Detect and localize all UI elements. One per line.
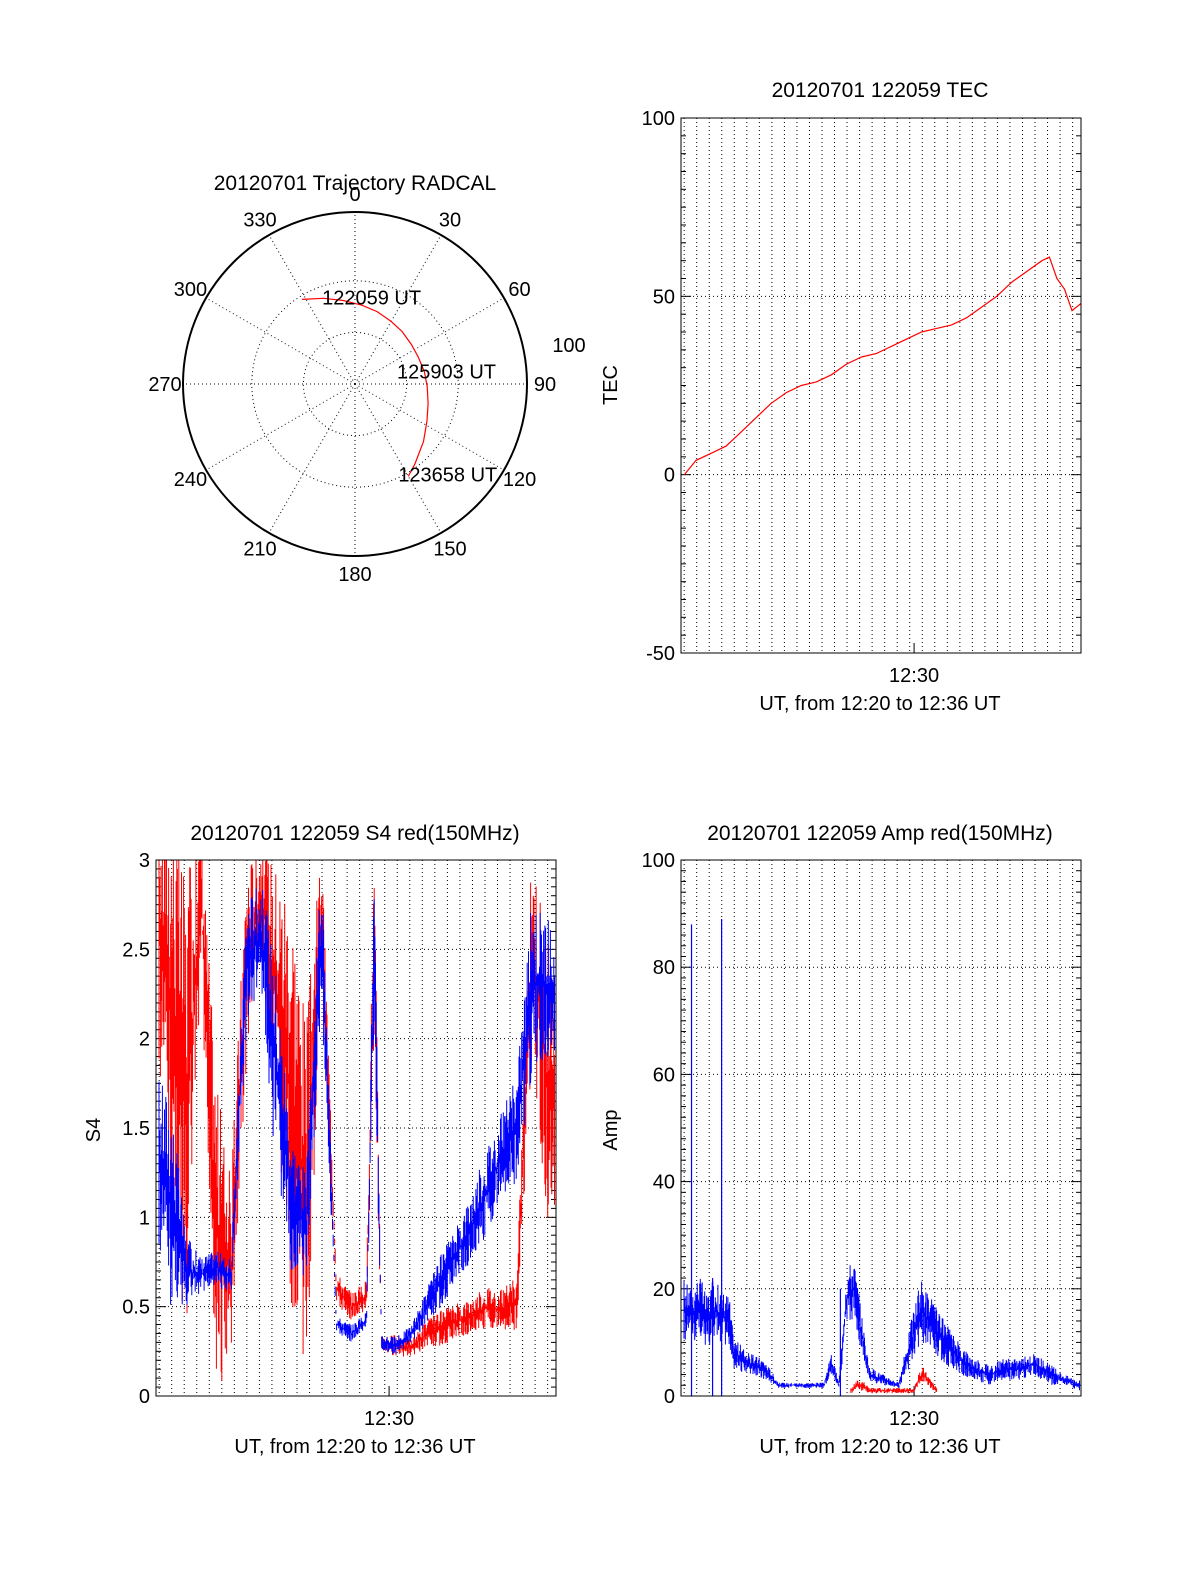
s4-ytick-label: 3 xyxy=(139,850,150,872)
polar-trajectory-panel: 20120701 Trajectory RADCAL 0 30 60 90 120 150… xyxy=(148,172,585,586)
tec-series-line xyxy=(683,256,1082,476)
tec-xlabel: UT, from 12:20 to 12:36 UT xyxy=(759,693,1000,715)
s4-ytick-label: 1.5 xyxy=(122,1118,150,1140)
tec-panel: 20120701 122059 TEC UT, from 12:20 to 12… xyxy=(600,79,1082,715)
polar-spoke xyxy=(268,234,356,385)
tec-ylabel: TEC xyxy=(600,365,622,405)
amp-ytick-label: 80 xyxy=(653,957,675,979)
polar-angle-label: 60 xyxy=(508,279,530,301)
polar-time-annotation: 123658 UT xyxy=(398,464,497,486)
amp-series-blue xyxy=(683,1265,1080,1391)
polar-ring-inner xyxy=(302,331,408,437)
s4-ylabel: S4 xyxy=(83,1118,105,1142)
s4-title: 20120701 122059 S4 red(150MHz) xyxy=(190,822,519,845)
polar-outer-ring xyxy=(182,211,528,557)
tec-ytick-label: -50 xyxy=(646,643,675,665)
polar-spoke xyxy=(205,297,356,385)
amp-ytick-label: 0 xyxy=(664,1386,675,1408)
polar-angle-label: 270 xyxy=(148,374,181,396)
s4-series-blue xyxy=(158,888,555,1354)
polar-angle-label: 180 xyxy=(338,564,371,586)
polar-spoke xyxy=(354,234,442,385)
tec-title: 20120701 122059 TEC xyxy=(772,79,989,102)
s4-plot-frame xyxy=(155,859,557,1397)
polar-angle-label: 240 xyxy=(174,469,207,491)
polar-angle-label: 120 xyxy=(503,469,536,491)
amp-series-red xyxy=(850,1367,938,1394)
tec-ytick-label: 50 xyxy=(653,286,675,308)
polar-angle-label: 30 xyxy=(439,209,461,231)
polar-angle-label: 150 xyxy=(433,539,466,561)
polar-spoke xyxy=(354,383,442,534)
s4-ytick-label: 0.5 xyxy=(122,1297,150,1319)
amp-ytick-label: 40 xyxy=(653,1172,675,1194)
polar-spoke xyxy=(205,383,356,471)
tec-plot-frame xyxy=(680,117,1082,654)
s4-xlabel: UT, from 12:20 to 12:36 UT xyxy=(234,1436,475,1458)
polar-spoke xyxy=(268,383,356,534)
s4-ytick-label: 0 xyxy=(139,1386,150,1408)
polar-title: 20120701 Trajectory RADCAL xyxy=(214,172,497,195)
polar-angle-label: 210 xyxy=(243,539,276,561)
amp-panel: 20120701 122059 Amp red(150MHz) UT, from… xyxy=(600,822,1082,1458)
polar-trajectory-line xyxy=(302,297,429,477)
amp-plot-frame xyxy=(680,859,1082,1397)
s4-ytick-label: 2.5 xyxy=(122,939,150,961)
polar-ring-mid xyxy=(251,280,459,488)
s4-ytick-label: 1 xyxy=(139,1207,150,1229)
tec-ytick-label: 0 xyxy=(664,465,675,487)
tec-ytick-label: 100 xyxy=(642,108,675,130)
polar-angle-label: 330 xyxy=(243,209,276,231)
polar-ring-label: 100 xyxy=(552,335,585,357)
s4-series-red xyxy=(158,860,555,1381)
amp-ytick-label: 60 xyxy=(653,1064,675,1086)
s4-xtick-label: 12:30 xyxy=(364,1408,414,1430)
amp-ylabel: Amp xyxy=(600,1109,622,1150)
s4-panel: 20120701 122059 S4 red(150MHz) UT, from … xyxy=(83,822,557,1458)
polar-angle-label: 300 xyxy=(174,279,207,301)
polar-time-annotation: 125903 UT xyxy=(397,362,496,384)
polar-spoke xyxy=(354,383,505,471)
polar-angle-label: 0 xyxy=(349,184,360,206)
amp-xtick-label: 12:30 xyxy=(889,1408,939,1430)
tec-xtick-label: 12:30 xyxy=(889,665,939,687)
amp-title: 20120701 122059 Amp red(150MHz) xyxy=(707,822,1053,845)
amp-xlabel: UT, from 12:20 to 12:36 UT xyxy=(759,1436,1000,1458)
polar-time-annotation: 122059 UT xyxy=(322,287,421,309)
polar-angle-label: 90 xyxy=(534,374,556,396)
polar-spoke xyxy=(354,297,505,385)
s4-ytick-label: 2 xyxy=(139,1029,150,1051)
amp-ytick-label: 100 xyxy=(642,850,675,872)
amp-ytick-label: 20 xyxy=(653,1279,675,1301)
